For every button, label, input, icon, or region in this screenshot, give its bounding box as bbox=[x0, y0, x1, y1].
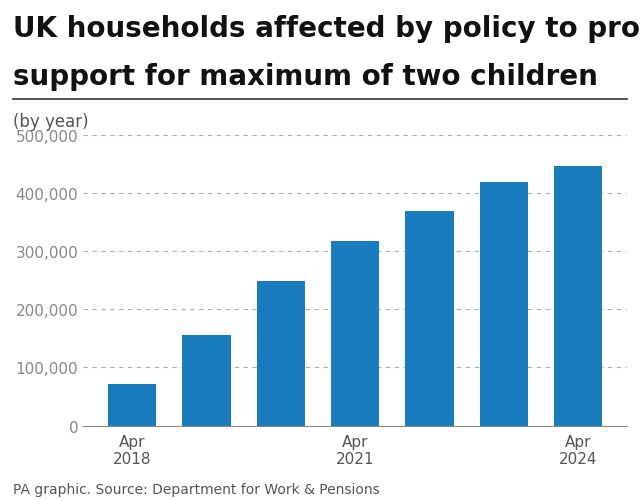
Text: support for maximum of two children: support for maximum of two children bbox=[13, 63, 598, 91]
Bar bbox=[331, 241, 380, 426]
Bar bbox=[405, 212, 454, 426]
Bar bbox=[108, 384, 156, 426]
Text: PA graphic. Source: Department for Work & Pensions: PA graphic. Source: Department for Work … bbox=[13, 482, 380, 496]
Text: UK households affected by policy to provide: UK households affected by policy to prov… bbox=[13, 15, 640, 43]
Bar bbox=[554, 167, 602, 426]
Bar bbox=[480, 183, 528, 426]
Bar bbox=[182, 335, 230, 426]
Bar bbox=[257, 282, 305, 426]
Text: (by year): (by year) bbox=[13, 113, 88, 131]
